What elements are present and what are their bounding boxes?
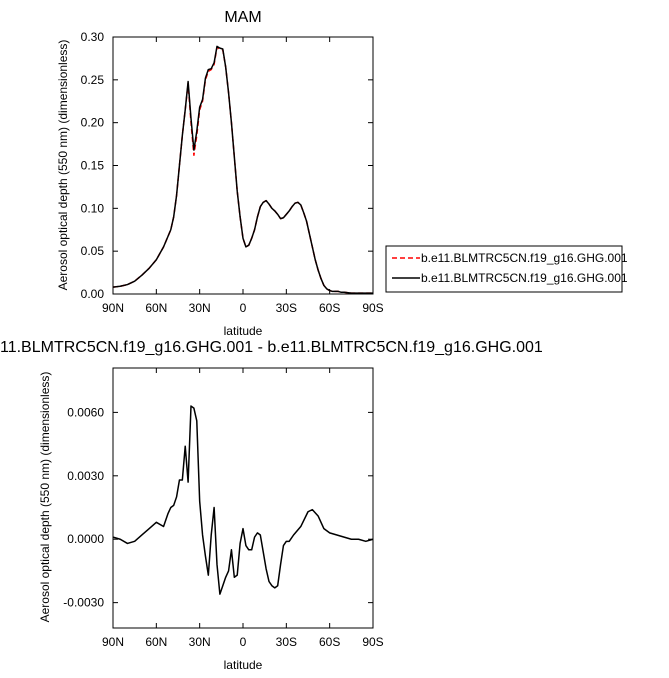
- bottom-chart-title: 11.BLMTRC5CN.f19_g16.GHG.001 - b.e11.BLM…: [0, 339, 543, 356]
- top-series-line-solid: [112, 45, 373, 294]
- bottom-series-line-solid: [112, 405, 374, 595]
- bottom-x-tick-label: 90S: [362, 635, 383, 649]
- top-series-line-dashed: [112, 46, 373, 294]
- bottom-y-tick-label: -0.0030: [63, 596, 104, 610]
- top-series-layer: [112, 45, 373, 294]
- legend: b.e11.BLMTRC5CN.f19_g16.GHG.001 b.e11.BL…: [385, 245, 628, 293]
- bottom-x-tick-label: 30N: [189, 635, 211, 649]
- bottom-x-tick-label: 30S: [276, 635, 297, 649]
- top-y-axis-title: Aerosol optical depth (550 nm) (dimensio…: [56, 40, 70, 291]
- top-x-axis-title: latitude: [224, 324, 263, 338]
- bottom-x-tick-label: 90N: [102, 635, 124, 649]
- legend-box: [385, 245, 623, 293]
- bottom-x-axis-title: latitude: [224, 658, 263, 672]
- bottom-x-tick-label: 60N: [145, 635, 167, 649]
- top-y-tick-label: 0.20: [81, 116, 105, 130]
- top-y-tick-label: 0.30: [81, 30, 105, 44]
- top-x-tick-label: 90S: [362, 301, 383, 315]
- top-axes-layer: 90N 60N 30N 0 30S 60S 90S 0.00 0.05 0.10 0.15 0.20 0…: [81, 30, 384, 315]
- top-y-tick-label: 0.05: [81, 244, 105, 258]
- bottom-y-tick-label: 0.0030: [67, 469, 104, 483]
- top-x-tick-label: 30N: [189, 301, 211, 315]
- top-x-tick-label: 60N: [145, 301, 167, 315]
- top-y-tick-label: 0.15: [81, 159, 105, 173]
- top-plot-frame: [112, 36, 374, 295]
- bottom-axes-layer: 90N 60N 30N 0 30S 60S 90S -0.0030 0.0000 0.0030 0.…: [63, 368, 384, 649]
- top-x-tick-label: 30S: [276, 301, 297, 315]
- bottom-y-tick-label: 0.0060: [67, 405, 104, 419]
- top-x-tick-label: 0: [240, 301, 247, 315]
- top-chart-title: MAM: [224, 9, 261, 26]
- bottom-series-layer: [112, 405, 374, 595]
- top-x-tick-label: 60S: [319, 301, 340, 315]
- bottom-y-axis-title: Aerosol optical depth (550 nm) (dimensio…: [38, 372, 52, 623]
- bottom-plot-frame: [112, 367, 374, 629]
- bottom-panel: 11.BLMTRC5CN.f19_g16.GHG.001 - b.e11.BLM…: [0, 339, 543, 672]
- legend-label-dashed: b.e11.BLMTRC5CN.f19_g16.GHG.001: [421, 251, 628, 265]
- top-y-tick-label: 0.00: [81, 287, 105, 301]
- top-panel: MAM 90N 60N 30N 0 30S 60S 90S 0.00 0.05 0.10 0.15 0…: [56, 9, 628, 338]
- bottom-x-tick-label: 60S: [319, 635, 340, 649]
- top-y-tick-label: 0.10: [81, 201, 105, 215]
- legend-label-solid: b.e11.BLMTRC5CN.f19_g16.GHG.001: [421, 271, 628, 285]
- top-y-tick-label: 0.25: [81, 73, 105, 87]
- top-x-tick-label: 90N: [102, 301, 124, 315]
- bottom-x-tick-label: 0: [240, 635, 247, 649]
- bottom-y-tick-label: 0.0000: [67, 532, 104, 546]
